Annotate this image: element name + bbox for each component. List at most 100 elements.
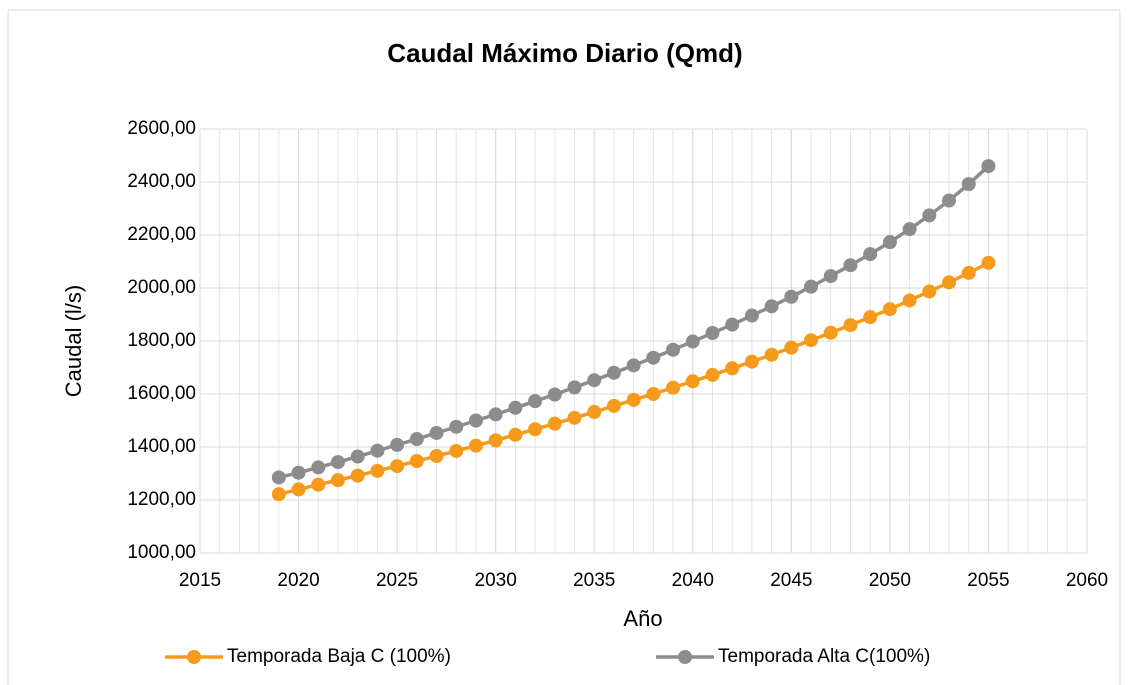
x-tick-label: 2015 bbox=[179, 570, 221, 591]
data-point bbox=[350, 449, 365, 464]
data-point bbox=[902, 222, 917, 237]
data-point bbox=[784, 340, 799, 355]
data-point bbox=[409, 454, 424, 469]
data-point bbox=[705, 367, 720, 382]
data-point bbox=[725, 317, 740, 332]
y-tick-label: 1800,00 bbox=[127, 330, 196, 351]
data-point bbox=[429, 449, 444, 464]
data-point bbox=[390, 459, 405, 474]
data-point bbox=[961, 265, 976, 280]
data-point bbox=[922, 284, 937, 299]
data-point bbox=[547, 387, 562, 402]
y-tick-label: 2200,00 bbox=[127, 224, 196, 245]
x-tick-label: 2035 bbox=[573, 570, 615, 591]
y-tick-label: 2000,00 bbox=[127, 277, 196, 298]
data-point bbox=[744, 308, 759, 323]
y-tick-label: 2400,00 bbox=[127, 171, 196, 192]
data-point bbox=[271, 470, 286, 485]
data-point bbox=[468, 438, 483, 453]
data-point bbox=[291, 465, 306, 480]
chart-frame bbox=[7, 9, 1121, 685]
legend-marker bbox=[678, 650, 692, 664]
data-point bbox=[528, 422, 543, 437]
data-point bbox=[804, 279, 819, 294]
data-point bbox=[508, 400, 523, 415]
x-tick-label: 2055 bbox=[967, 570, 1009, 591]
legend-marker bbox=[187, 650, 201, 664]
data-point bbox=[330, 473, 345, 488]
data-point bbox=[705, 326, 720, 341]
data-point bbox=[508, 427, 523, 442]
data-point bbox=[390, 437, 405, 452]
data-point bbox=[429, 425, 444, 440]
data-point bbox=[311, 477, 326, 492]
data-point bbox=[488, 433, 503, 448]
data-point bbox=[666, 342, 681, 357]
data-point bbox=[764, 299, 779, 314]
data-point bbox=[666, 380, 681, 395]
y-tick-label: 1000,00 bbox=[127, 542, 196, 563]
data-point bbox=[744, 354, 759, 369]
data-point bbox=[587, 405, 602, 420]
legend-label: Temporada Alta C(100%) bbox=[718, 646, 930, 667]
data-point bbox=[725, 361, 740, 376]
data-point bbox=[528, 394, 543, 409]
data-point bbox=[311, 460, 326, 475]
data-point bbox=[646, 350, 661, 365]
y-tick-label: 1400,00 bbox=[127, 436, 196, 457]
x-tick-label: 2040 bbox=[672, 570, 714, 591]
x-tick-label: 2050 bbox=[869, 570, 911, 591]
data-point bbox=[804, 333, 819, 348]
data-point bbox=[626, 392, 641, 407]
data-point bbox=[291, 482, 306, 497]
data-point bbox=[882, 302, 897, 317]
y-axis-title: Caudal (l/s) bbox=[61, 285, 86, 397]
data-point bbox=[449, 419, 464, 434]
data-point bbox=[606, 398, 621, 413]
data-point bbox=[942, 275, 957, 290]
data-point bbox=[843, 258, 858, 273]
data-point bbox=[863, 247, 878, 262]
data-point bbox=[823, 325, 838, 340]
data-point bbox=[685, 374, 700, 389]
data-point bbox=[409, 432, 424, 447]
data-point bbox=[567, 410, 582, 425]
x-tick-label: 2060 bbox=[1066, 570, 1108, 591]
data-point bbox=[942, 193, 957, 208]
x-tick-label: 2030 bbox=[475, 570, 517, 591]
data-point bbox=[764, 347, 779, 362]
data-point bbox=[961, 177, 976, 192]
data-point bbox=[449, 443, 464, 458]
y-tick-label: 2600,00 bbox=[127, 118, 196, 139]
data-point bbox=[547, 416, 562, 431]
y-tick-label: 1600,00 bbox=[127, 383, 196, 404]
x-tick-label: 2045 bbox=[770, 570, 812, 591]
x-tick-label: 2025 bbox=[376, 570, 418, 591]
data-point bbox=[922, 208, 937, 223]
x-axis-title: Año bbox=[623, 606, 662, 631]
data-point bbox=[981, 255, 996, 270]
data-point bbox=[843, 318, 858, 333]
data-point bbox=[567, 380, 582, 395]
data-point bbox=[330, 455, 345, 470]
data-point bbox=[587, 373, 602, 388]
data-point bbox=[863, 310, 878, 325]
data-point bbox=[646, 387, 661, 401]
data-point bbox=[902, 293, 917, 308]
legend-label: Temporada Baja C (100%) bbox=[227, 646, 451, 667]
data-point bbox=[350, 468, 365, 483]
data-point bbox=[685, 334, 700, 349]
data-point bbox=[606, 365, 621, 380]
data-point bbox=[823, 269, 838, 284]
data-point bbox=[488, 407, 503, 422]
y-tick-label: 1200,00 bbox=[127, 489, 196, 510]
data-point bbox=[370, 443, 385, 458]
data-point bbox=[882, 235, 897, 250]
data-point bbox=[370, 463, 385, 478]
chart-title: Caudal Máximo Diario (Qmd) bbox=[387, 38, 742, 68]
data-point bbox=[626, 358, 641, 373]
x-tick-label: 2020 bbox=[277, 570, 319, 591]
data-point bbox=[271, 487, 286, 502]
data-point bbox=[468, 413, 483, 428]
